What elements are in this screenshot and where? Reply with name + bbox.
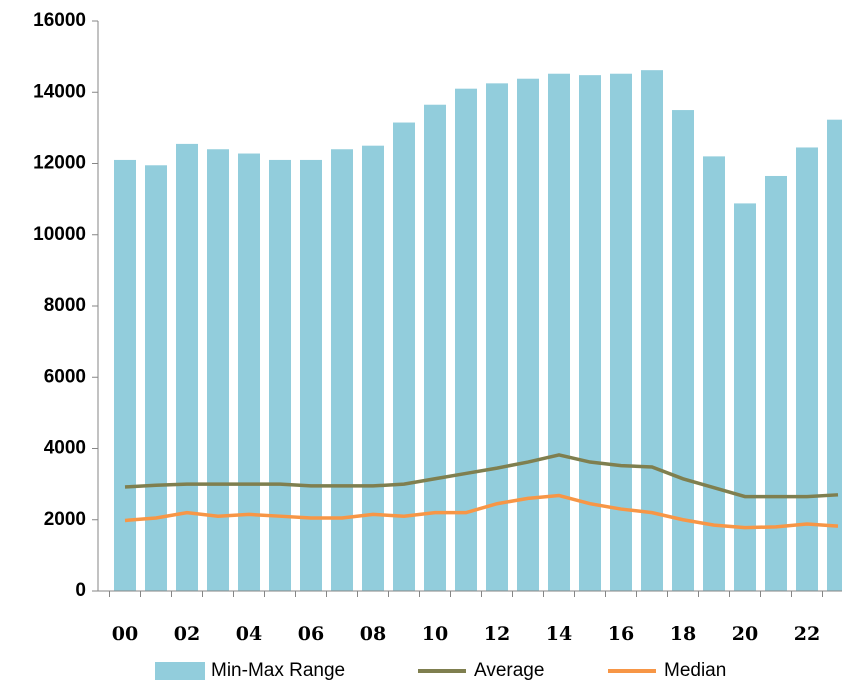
bar [393, 122, 415, 591]
y-tick-label: 14000 [33, 81, 86, 102]
x-tick-label: 18 [670, 623, 696, 645]
bar [331, 149, 353, 591]
bar [517, 78, 539, 591]
line [124, 453, 839, 499]
bar [548, 73, 570, 592]
bar [207, 149, 229, 591]
y-tick-label: 16000 [33, 10, 86, 31]
x-tick-label: 14 [546, 623, 572, 645]
x-tick-label: 06 [298, 623, 324, 645]
y-tick-label: 8000 [44, 295, 86, 316]
x-tick-label: 22 [794, 623, 820, 645]
legend-label: Average [474, 660, 544, 681]
x-tick-label: 02 [174, 623, 200, 645]
legend-label: Median [664, 660, 726, 681]
x-tick-label: 12 [484, 623, 510, 645]
x-tick-label: 04 [236, 623, 262, 645]
plot-area [114, 70, 842, 592]
bar [827, 119, 842, 592]
bar [300, 159, 322, 591]
line [124, 493, 839, 530]
bar [734, 203, 756, 591]
bar [238, 153, 260, 591]
bar [486, 83, 508, 591]
y-tick-label: 6000 [44, 366, 86, 387]
y-tick-label: 4000 [44, 438, 86, 459]
bar [362, 145, 384, 591]
bar [703, 156, 725, 591]
bar [610, 73, 632, 592]
y-tick-label: 10000 [33, 224, 86, 245]
x-tick-label: 16 [608, 623, 634, 645]
bar [455, 88, 477, 591]
bar [672, 110, 694, 591]
x-tick-label: 10 [422, 623, 448, 645]
legend-label: Min-Max Range [211, 660, 345, 681]
x-tick-label: 20 [732, 623, 758, 645]
legend-swatch [155, 662, 205, 680]
bar [579, 75, 601, 591]
bar [176, 143, 198, 591]
bar [796, 147, 818, 591]
y-tick-label: 12000 [33, 153, 86, 174]
bar [765, 175, 787, 591]
bar [145, 165, 167, 591]
bar [114, 159, 136, 591]
bar [641, 70, 663, 592]
bar [269, 159, 291, 591]
x-tick-label: 00 [112, 623, 138, 645]
y-tick-label: 2000 [44, 509, 86, 530]
bar [424, 104, 446, 591]
y-tick-label: 0 [75, 580, 86, 601]
x-tick-label: 08 [360, 623, 386, 645]
